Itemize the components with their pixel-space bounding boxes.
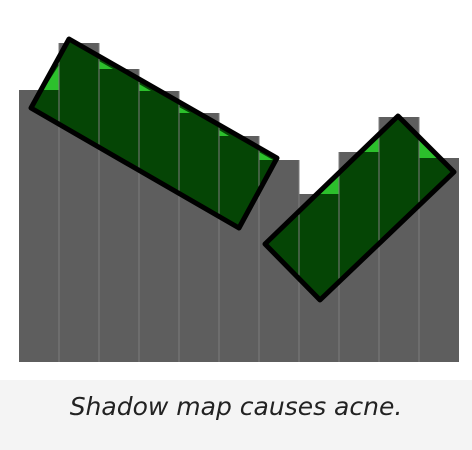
tilted-surface-right-outline bbox=[262, 113, 457, 303]
acne-patch bbox=[179, 107, 190, 113]
shadow-acne-diagram bbox=[0, 0, 472, 380]
figure-caption: Shadow map causes acne. bbox=[69, 392, 403, 421]
tilted-surface-left bbox=[31, 39, 277, 228]
texel-separators bbox=[58, 43, 420, 362]
acne-patch bbox=[259, 152, 273, 160]
tilted-surface-left-outline bbox=[28, 36, 280, 231]
depth-bar bbox=[19, 90, 59, 362]
tilted-surface-right bbox=[265, 116, 454, 300]
acne-patch bbox=[219, 130, 229, 136]
diagram-canvas bbox=[19, 36, 459, 362]
acne-patch bbox=[99, 61, 113, 69]
acne-patch bbox=[139, 84, 151, 91]
